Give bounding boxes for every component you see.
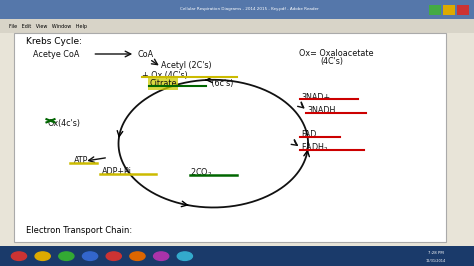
Text: ADP+Pi: ADP+Pi — [102, 167, 132, 176]
Text: FADH$_2$: FADH$_2$ — [301, 142, 328, 154]
FancyBboxPatch shape — [457, 5, 469, 15]
Circle shape — [59, 252, 74, 260]
Text: + Ox (4C's): + Ox (4C's) — [142, 70, 188, 80]
Text: Acetye CoA: Acetye CoA — [33, 50, 80, 59]
Text: Cellular Respiration Diagrams - 2014 2015 - Key.pdf - Adobe Reader: Cellular Respiration Diagrams - 2014 201… — [180, 7, 319, 11]
Text: ATP: ATP — [73, 156, 88, 165]
Circle shape — [154, 252, 169, 260]
Text: 7:28 PM: 7:28 PM — [428, 251, 444, 255]
FancyBboxPatch shape — [14, 33, 446, 242]
FancyBboxPatch shape — [0, 246, 474, 266]
Text: (4C's): (4C's) — [320, 57, 343, 66]
Text: 3NAD+: 3NAD+ — [301, 93, 330, 102]
Text: Ox= Oxaloacetate: Ox= Oxaloacetate — [299, 49, 373, 58]
Text: 3NADH: 3NADH — [307, 106, 336, 115]
Text: Electron Transport Chain:: Electron Transport Chain: — [26, 226, 132, 235]
Circle shape — [130, 252, 145, 260]
Text: Acetyl (2C's): Acetyl (2C's) — [161, 61, 212, 70]
Circle shape — [11, 252, 27, 260]
Text: Krebs Cycle:: Krebs Cycle: — [26, 37, 82, 46]
Text: Ox(4c's): Ox(4c's) — [47, 119, 81, 128]
Text: 2CO$_2$: 2CO$_2$ — [190, 166, 212, 178]
Text: FAD: FAD — [301, 130, 316, 139]
FancyBboxPatch shape — [429, 5, 441, 15]
Circle shape — [82, 252, 98, 260]
FancyBboxPatch shape — [443, 5, 455, 15]
Text: (6c's): (6c's) — [209, 79, 233, 88]
Text: 12/31/2014: 12/31/2014 — [426, 259, 446, 263]
Circle shape — [35, 252, 50, 260]
Text: CoA: CoA — [137, 50, 154, 59]
FancyBboxPatch shape — [0, 0, 474, 19]
Text: File   Edit   View   Window   Help: File Edit View Window Help — [9, 24, 88, 28]
FancyBboxPatch shape — [0, 19, 474, 33]
Circle shape — [106, 252, 121, 260]
Circle shape — [177, 252, 192, 260]
Text: Citrate: Citrate — [149, 79, 177, 88]
